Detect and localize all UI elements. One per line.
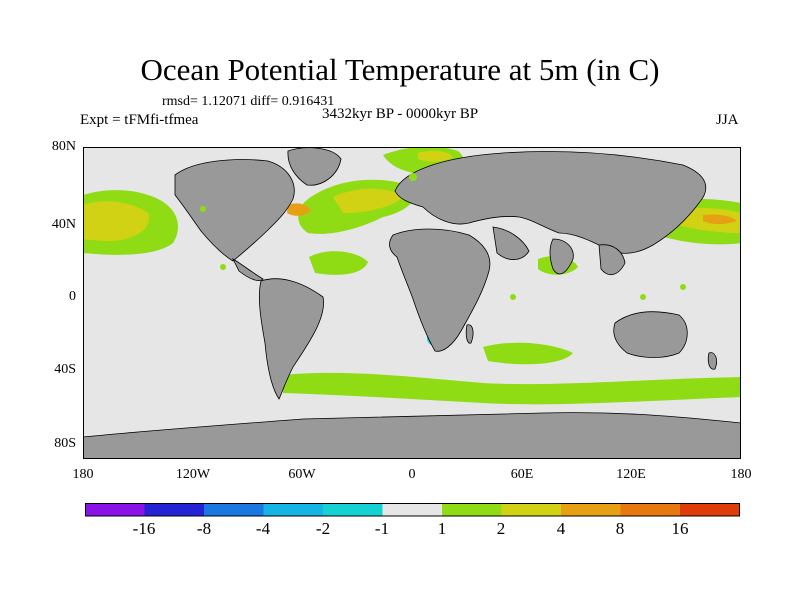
- lat-label-40n: 40N: [51, 217, 76, 232]
- anomaly-south-indian: [483, 342, 573, 365]
- colorbar-label: 2: [496, 519, 506, 538]
- colorbar-swatch: [442, 503, 502, 516]
- land-arabia: [492, 226, 530, 260]
- land-madagascar: [465, 324, 474, 344]
- anomaly-speckle-dot: [200, 206, 206, 212]
- anomaly-speckle-dot: [680, 284, 686, 290]
- colorbar-label: -8: [196, 519, 212, 538]
- anomaly-nordic-core: [418, 150, 453, 162]
- colorbar-swatch: [323, 503, 383, 516]
- colorbar-swatch: [382, 503, 442, 516]
- lon-label-120e: 120E: [616, 467, 646, 482]
- season-label: JJA: [716, 112, 739, 128]
- colorbar-swatch: [85, 503, 145, 516]
- colorbar-swatch: [144, 503, 204, 516]
- anomaly-speckle-dot: [510, 294, 516, 300]
- colorbar-swatch: [561, 503, 621, 516]
- land-south-america: [258, 278, 324, 400]
- anomaly-kuroshio-hot: [703, 214, 737, 224]
- land-new-zealand: [707, 352, 717, 370]
- map-title: Ocean Potential Temperature at 5m (in C): [140, 52, 660, 87]
- colorbar-label: 8: [615, 519, 625, 538]
- anomaly-speckle-dot: [220, 264, 226, 270]
- land-africa: [389, 228, 491, 352]
- experiment-label: Expt = tFMfi-tfmea: [80, 112, 199, 128]
- colorbar-label: 4: [556, 519, 566, 538]
- land-north-america: [174, 159, 295, 262]
- land-india: [549, 238, 574, 275]
- colorbar-label: -16: [132, 519, 156, 538]
- lon-label-60e: 60E: [510, 467, 534, 482]
- colorbar-swatch: [204, 503, 264, 516]
- anomaly-orange-regions: [287, 203, 737, 224]
- lon-label-180e: 180: [730, 467, 752, 482]
- colorbar-label: 16: [671, 519, 689, 538]
- colorbar-label: -2: [315, 519, 331, 538]
- lon-label-0: 0: [408, 467, 416, 482]
- colorbar-frame: [85, 503, 740, 517]
- map-frame: [83, 147, 741, 459]
- anomaly-speckle-dot: [409, 173, 417, 181]
- anomaly-speckle: [200, 173, 686, 300]
- anomaly-gulf-stream-core: [287, 203, 311, 216]
- colorbar-swatch: [263, 503, 323, 516]
- land-greenland: [287, 147, 342, 186]
- land-central-america: [232, 257, 264, 281]
- lon-label-180w: 180: [72, 467, 94, 482]
- anomaly-southern-ocean: [283, 372, 741, 405]
- land-australia: [613, 311, 688, 358]
- anomaly-yellow-regions: [83, 150, 741, 241]
- land-masses: [83, 147, 741, 459]
- land-southeast-asia: [598, 244, 626, 276]
- colorbar: [85, 503, 740, 517]
- colorbar-swatch: [680, 503, 740, 516]
- anomaly-speckle-dot: [640, 294, 646, 300]
- colorbar-swatch: [620, 503, 680, 516]
- lat-label-0: 0: [69, 289, 76, 304]
- colorbar-label: 1: [437, 519, 447, 538]
- world-map: [83, 147, 741, 459]
- land-eurasia: [394, 151, 707, 254]
- colorbar-swatch: [501, 503, 561, 516]
- period-label: 3432kyr BP - 0000kyr BP: [322, 106, 479, 122]
- lat-label-40s: 40S: [54, 362, 76, 377]
- anomaly-north-pacific-core: [83, 201, 149, 241]
- land-antarctica: [83, 412, 741, 459]
- anomaly-north-atlantic-core: [333, 188, 403, 213]
- lon-label-120w: 120W: [175, 467, 211, 482]
- lon-label-60w: 60W: [288, 467, 316, 482]
- stats-text: rmsd= 1.12071 diff= 0.916431: [162, 94, 335, 109]
- lat-label-80s: 80S: [54, 436, 76, 451]
- lat-label-80n: 80N: [51, 139, 76, 154]
- colorbar-label: -1: [374, 519, 390, 538]
- anomaly-tropical-atlantic: [309, 251, 368, 275]
- colorbar-label: -4: [255, 519, 271, 538]
